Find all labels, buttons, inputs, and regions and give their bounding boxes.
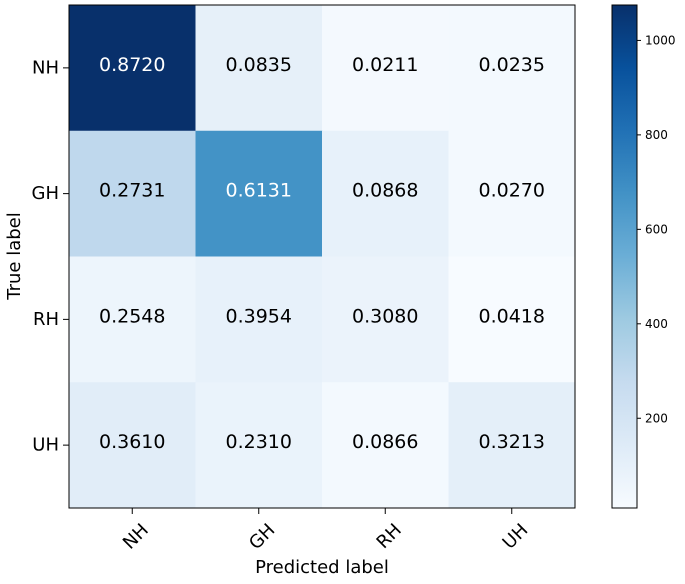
cell-value-label-r0-c0: 0.8720 — [99, 54, 165, 76]
cell-value-label-r3-c2: 0.0866 — [352, 431, 418, 453]
colorbar-ticks: 200 400 600 800 1000 — [637, 33, 676, 425]
heatmap-cell-r0-c3 — [448, 5, 576, 132]
heatmap-cell-r1-c1 — [195, 130, 323, 257]
cell-value-label-r3-c3: 0.3213 — [479, 431, 545, 453]
x-tick-label: RH — [373, 520, 406, 553]
heatmap-cell-r3-c2 — [322, 382, 449, 509]
plot-frame — [68, 4, 576, 509]
cell-value-label-r0-c1: 0.0835 — [226, 54, 292, 76]
y-axis-ticks: NH GH RH UH — [32, 57, 69, 456]
heatmap-cells: 0.8720 0.0835 0.0211 0.0235 0.2731 0.6131 0.08… — [69, 5, 576, 509]
heatmap-cell-r0-c0 — [69, 5, 196, 132]
cell-value-label-r1-c2: 0.0868 — [352, 180, 418, 202]
y-tick-label: GH — [32, 183, 59, 204]
colorbar-tick-label: 200 — [645, 411, 668, 425]
colorbar-tick-label: 600 — [645, 222, 668, 236]
heatmap-cell-r3-c1 — [195, 382, 323, 509]
heatmap-cell-r1-c2 — [322, 130, 449, 257]
y-tick-label: UH — [32, 435, 59, 456]
colorbar-tick-label: 400 — [645, 317, 668, 331]
heatmap-cell-r1-c3 — [448, 130, 576, 257]
cell-value-label-r2-c2: 0.3080 — [352, 305, 418, 327]
cell-value-label-r3-c1: 0.2310 — [226, 431, 292, 453]
x-axis-ticks: NH GH RH UH — [119, 508, 532, 554]
cell-value-label-r0-c3: 0.0235 — [479, 54, 545, 76]
heatmap-cell-r3-c0 — [69, 382, 196, 509]
x-axis-label: Predicted label — [255, 557, 389, 578]
heatmap-cell-r0-c1 — [195, 5, 323, 132]
cell-value-label-r2-c1: 0.3954 — [226, 305, 292, 327]
cell-value-label-r0-c2: 0.0211 — [352, 54, 418, 76]
cell-value-label-r1-c3: 0.0270 — [479, 180, 545, 202]
y-tick-label: RH — [33, 309, 59, 330]
y-tick-label: NH — [32, 57, 59, 78]
heatmap-cell-r1-c0 — [69, 130, 196, 257]
cell-value-label-r2-c0: 0.2548 — [99, 305, 165, 327]
heatmap-cell-r2-c2 — [322, 256, 449, 383]
cell-value-label-r1-c0: 0.2731 — [99, 180, 165, 202]
cell-value-label-r2-c3: 0.0418 — [479, 305, 545, 327]
heatmap-cell-r2-c3 — [448, 256, 576, 383]
cell-value-label-r3-c0: 0.3610 — [99, 431, 165, 453]
heatmap-cell-r2-c0 — [69, 256, 196, 383]
x-tick-label: NH — [119, 520, 153, 554]
heatmap-cell-r2-c1 — [195, 256, 323, 383]
x-tick-label: GH — [245, 520, 279, 554]
heatmap-cell-r0-c2 — [322, 5, 449, 132]
x-tick-label: UH — [499, 520, 533, 554]
y-axis-label: True label — [4, 212, 25, 301]
colorbar-tick-label: 800 — [645, 128, 668, 142]
colorbar — [611, 4, 638, 509]
colorbar-tick-label: 1000 — [645, 33, 676, 47]
heatmap-cell-r3-c3 — [448, 382, 576, 509]
cell-value-label-r1-c1: 0.6131 — [226, 180, 292, 202]
